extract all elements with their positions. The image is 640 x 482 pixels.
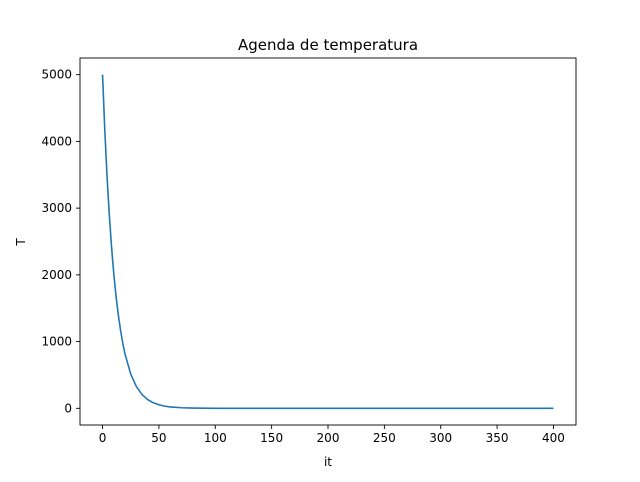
chart-title: Agenda de temperatura xyxy=(238,36,418,54)
x-tick-label: 200 xyxy=(317,431,340,445)
series-line-0 xyxy=(101,74,554,410)
x-tick-label: 250 xyxy=(373,431,396,445)
x-tick-label: 0 xyxy=(99,431,107,445)
y-axis-label: T xyxy=(14,238,28,247)
x-tick-label: 100 xyxy=(204,431,227,445)
x-tick-label: 150 xyxy=(260,431,283,445)
y-tick-label: 4000 xyxy=(41,134,72,148)
x-tick-label: 300 xyxy=(429,431,452,445)
y-tick-label: 5000 xyxy=(41,68,72,82)
x-axis-label: it xyxy=(324,455,332,469)
y-tick-label: 2000 xyxy=(41,268,72,282)
y-tick-label: 3000 xyxy=(41,201,72,215)
x-tick-label: 50 xyxy=(151,431,166,445)
plot-area: 0 50 100 150 200 250 300 350 4000100020003000400… xyxy=(41,57,577,445)
x-tick-label: 400 xyxy=(542,431,565,445)
x-tick-label: 350 xyxy=(486,431,509,445)
y-tick-label: 1000 xyxy=(41,335,72,349)
y-tick-label: 0 xyxy=(64,401,72,415)
